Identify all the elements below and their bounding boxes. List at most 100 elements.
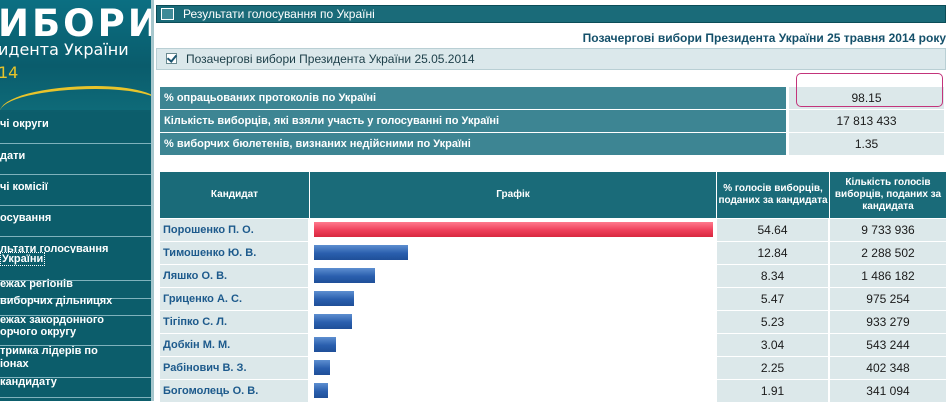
graph-cell: [310, 288, 717, 310]
sidebar-nav-item[interactable]: чі комісії: [0, 175, 151, 206]
vote-count: 341 094: [830, 380, 946, 402]
header-count: Кількість голосів виборців, поданих за к…: [830, 172, 946, 218]
sidebar-nav-item[interactable]: кандидату: [0, 376, 151, 398]
candidate-name-link[interactable]: Тимошенко Ю. В.: [160, 242, 309, 264]
summary-label: % виборчих бюлетенів, визнаних недійсним…: [160, 133, 787, 155]
vote-pct: 5.47: [717, 288, 829, 310]
vote-share-bar: [314, 383, 328, 398]
vote-count: 9 733 936: [830, 219, 946, 241]
sidebar-nav-item[interactable]: льтати голосування: [0, 237, 151, 255]
sidebar-nav-item[interactable]: іонах: [0, 358, 151, 378]
summary-row: % виборчих бюлетенів, визнаних недійсним…: [160, 133, 946, 155]
candidates-table-header: Кандидат Графік % голосів виборців, пода…: [160, 172, 946, 218]
table-row: Добкін М. М. 3.04 543 244: [160, 334, 946, 356]
summary-value: 1.35: [789, 133, 944, 155]
candidate-name-link[interactable]: Богомолець О. В.: [160, 380, 309, 402]
header-graph: Графік: [310, 172, 717, 218]
candidate-name-link[interactable]: Ляшко О. В.: [160, 265, 309, 287]
sidebar-nav-item[interactable]: дати: [0, 144, 151, 175]
summary-row: Кількість виборців, які взяли участь у г…: [160, 110, 946, 132]
sidebar-nav-label[interactable]: виборчих дільницях: [0, 295, 113, 307]
vote-pct: 8.34: [717, 265, 829, 287]
graph-cell: [310, 242, 717, 264]
sidebar-nav-label[interactable]: чі комісії: [0, 181, 48, 193]
sidebar-nav-label[interactable]: осування: [0, 212, 52, 224]
election-filter[interactable]: Позачергові вибори Президента України 25…: [156, 48, 946, 70]
graph-cell: [310, 334, 717, 356]
table-row: Гриценко А. С. 5.47 975 254: [160, 288, 946, 310]
sidebar-nav-label[interactable]: дати: [0, 150, 26, 162]
vote-count: 2 288 502: [830, 242, 946, 264]
vote-count: 975 254: [830, 288, 946, 310]
section-header: Результати голосування по Україні: [156, 5, 946, 23]
candidate-name-link[interactable]: Гриценко А. С.: [160, 288, 309, 310]
graph-cell: [310, 380, 717, 402]
vote-pct: 3.04: [717, 334, 829, 356]
sidebar-nav-label[interactable]: орчого округу: [0, 326, 77, 338]
banner-swoosh: [0, 86, 151, 110]
main-content: Результати голосування по Україні Позаче…: [156, 0, 946, 402]
sidebar-nav-label[interactable]: ежах регіонів: [0, 278, 73, 290]
header-candidate: Кандидат: [160, 172, 310, 218]
summary-label: Кількість виборців, які взяли участь у г…: [160, 110, 787, 132]
vote-share-bar: [314, 337, 336, 352]
table-row: Ляшко О. В. 8.34 1 486 182: [160, 265, 946, 287]
sidebar-nav-label[interactable]: кандидату: [0, 376, 57, 388]
graph-cell: [310, 357, 717, 379]
sidebar-nav-item[interactable]: виборчих дільницях: [0, 295, 151, 316]
sidebar-nav-item[interactable]: чі округи: [0, 112, 151, 144]
sidebar-nav-item[interactable]: орчого округу: [0, 326, 151, 346]
sidebar-nav-item[interactable]: ежах регіонів: [0, 278, 151, 299]
summary-value: 17 813 433: [789, 110, 944, 132]
summary-value: 98.15: [789, 87, 944, 109]
sidebar-nav-item[interactable]: осування: [0, 206, 151, 237]
summary-row: % опрацьованих протоколів по Україні 98.1…: [160, 87, 946, 109]
sidebar-nav-label[interactable]: України: [0, 252, 46, 266]
checkbox-checked-icon[interactable]: [166, 53, 177, 64]
graph-cell: [310, 219, 717, 241]
banner-subtitle: идента України: [0, 40, 129, 59]
table-row: Тігіпко С. Л. 5.23 933 279: [160, 311, 946, 333]
elections-banner: ИБОРИ идента України 14: [0, 0, 151, 110]
sidebar: ИБОРИ идента України 14 чі округи дати чі …: [0, 0, 151, 401]
summary-label: % опрацьованих протоколів по Україні: [160, 87, 787, 109]
vote-share-bar: [314, 360, 330, 375]
sidebar-divider: [151, 0, 154, 401]
section-square-icon: [161, 8, 174, 20]
vote-pct: 12.84: [717, 242, 829, 264]
banner-year: 14: [0, 63, 19, 82]
vote-share-bar: [314, 314, 352, 329]
section-title: Результати голосування по Україні: [183, 7, 375, 21]
sidebar-nav-label[interactable]: іонах: [0, 358, 29, 370]
sidebar-nav-label[interactable]: чі округи: [0, 118, 49, 130]
graph-cell: [310, 311, 717, 333]
vote-pct: 54.64: [717, 219, 829, 241]
vote-pct: 1.91: [717, 380, 829, 402]
vote-share-bar: [314, 268, 375, 283]
sidebar-divider-gap: [154, 0, 156, 401]
table-row: Порошенко П. О. 54.64 9 733 936: [160, 219, 946, 241]
sidebar-nav-item[interactable]: ежах закордонного: [0, 314, 151, 330]
sidebar-nav-label[interactable]: тримка лідерів по: [0, 345, 98, 357]
candidate-name-link[interactable]: Тігіпко С. Л.: [160, 311, 309, 333]
vote-count: 543 244: [830, 334, 946, 356]
sidebar-nav-item[interactable]: тримка лідерів по: [0, 345, 151, 362]
table-row: Богомолець О. В. 1.91 341 094: [160, 380, 946, 402]
election-title: Позачергові вибори Президента України 25…: [582, 31, 946, 45]
election-filter-label[interactable]: Позачергові вибори Президента України 25…: [186, 52, 475, 66]
candidate-name-link[interactable]: Добкін М. М.: [160, 334, 309, 356]
header-pct: % голосів виборців, поданих за кандидата: [717, 172, 830, 218]
graph-cell: [310, 265, 717, 287]
sidebar-nav-item[interactable]: України: [0, 252, 151, 281]
vote-pct: 2.25: [717, 357, 829, 379]
table-row: Тимошенко Ю. В. 12.84 2 288 502: [160, 242, 946, 264]
vote-share-bar: [314, 245, 408, 260]
banner-title: ИБОРИ: [0, 2, 151, 45]
vote-pct: 5.23: [717, 311, 829, 333]
candidate-name-link[interactable]: Порошенко П. О.: [160, 219, 309, 241]
sidebar-nav-label[interactable]: ежах закордонного: [0, 314, 105, 326]
candidate-name-link[interactable]: Рабінович В. З.: [160, 357, 309, 379]
vote-share-bar: [314, 291, 354, 306]
table-row: Рабінович В. З. 2.25 402 348: [160, 357, 946, 379]
highlight-frame: [796, 73, 943, 107]
